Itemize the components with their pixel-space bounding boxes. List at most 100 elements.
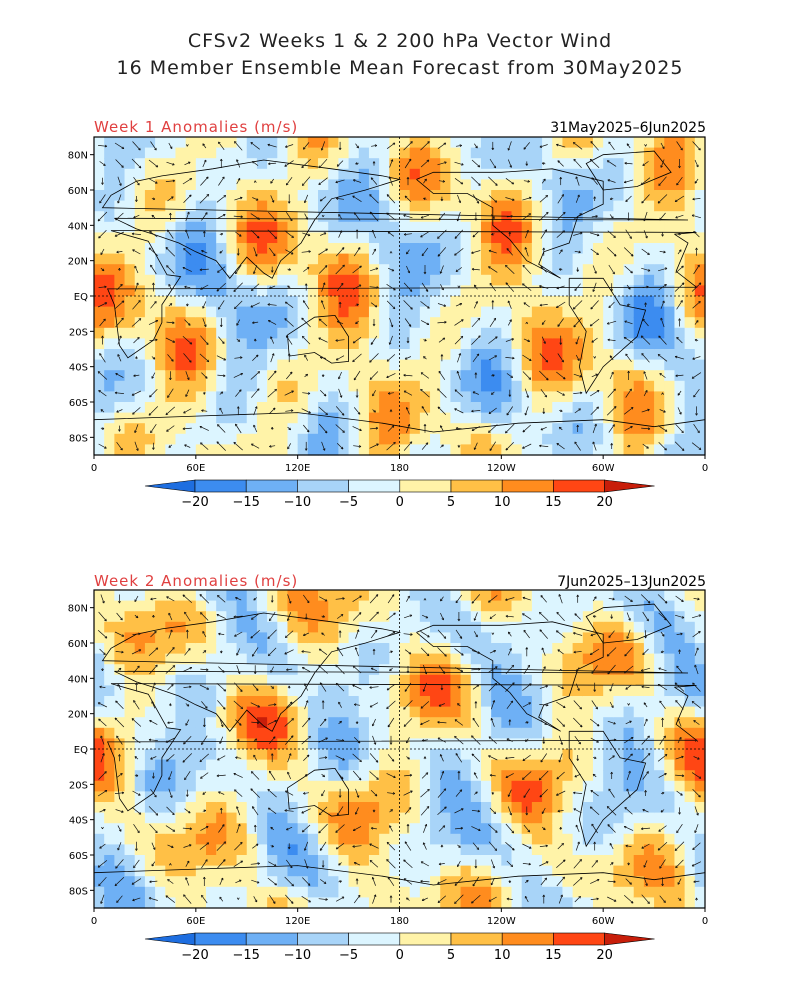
anomaly-cell — [399, 221, 411, 233]
wind-vector — [590, 248, 599, 255]
anomaly-cell — [501, 200, 513, 212]
anomaly-cell — [297, 643, 309, 655]
anomaly-cell — [124, 611, 136, 623]
anomaly-cell — [104, 285, 115, 297]
anomaly-cell — [562, 391, 574, 403]
anomaly-cell — [562, 600, 574, 612]
anomaly-cell — [348, 833, 360, 845]
anomaly-cell — [114, 296, 126, 308]
anomaly-cell — [542, 823, 553, 835]
anomaly-cell — [450, 674, 462, 686]
anomaly-cell — [511, 232, 523, 244]
anomaly-cell — [511, 391, 523, 403]
anomaly-cell — [603, 897, 614, 909]
anomaly-cell — [338, 738, 350, 750]
anomaly-cell — [674, 621, 686, 633]
anomaly-cell — [348, 359, 360, 371]
anomaly-cell — [389, 833, 401, 845]
anomaly-cell — [582, 696, 594, 708]
anomaly-cell — [674, 380, 686, 392]
anomaly-cell — [358, 823, 370, 835]
anomaly-cell — [592, 590, 604, 602]
wind-vector-head — [285, 145, 288, 148]
anomaly-cell — [592, 253, 604, 265]
anomaly-cell — [531, 317, 543, 329]
anomaly-cell — [582, 264, 594, 276]
wind-vector — [592, 282, 597, 292]
anomaly-cell — [185, 211, 197, 223]
wind-vector-head — [522, 446, 525, 449]
wind-vector-head — [613, 253, 617, 257]
anomaly-cell — [542, 433, 553, 445]
anomaly-cell — [552, 296, 564, 308]
anomaly-cell — [450, 759, 462, 771]
wind-vector-head — [495, 336, 498, 339]
anomaly-cell — [134, 359, 146, 371]
anomaly-cell — [348, 285, 360, 297]
wind-vector-head — [438, 370, 442, 374]
anomaly-cell — [226, 285, 238, 297]
anomaly-cell — [664, 674, 676, 686]
anomaly-cell — [256, 791, 268, 803]
anomaly-cell — [114, 696, 126, 708]
wind-vector-head — [494, 200, 498, 203]
wind-vector-head — [322, 448, 326, 451]
wind-vector — [182, 427, 192, 430]
anomaly-cell — [399, 727, 411, 739]
anomaly-cell — [399, 285, 411, 297]
anomaly-cell — [501, 844, 513, 856]
anomaly-cell — [368, 844, 380, 856]
anomaly-cell — [582, 685, 594, 697]
anomaly-cell — [592, 380, 604, 392]
anomaly-cell — [348, 621, 360, 633]
anomaly-cell — [684, 802, 696, 814]
anomaly-cell — [531, 423, 543, 435]
wind-vector — [524, 230, 529, 239]
anomaly-cell — [440, 855, 452, 867]
anomaly-cell — [155, 590, 166, 602]
anomaly-cell — [399, 706, 411, 718]
anomaly-cell — [256, 370, 268, 382]
anomaly-cell — [633, 812, 645, 824]
anomaly-cell — [236, 600, 248, 612]
anomaly-cell — [470, 674, 482, 686]
anomaly-cell — [684, 232, 696, 244]
anomaly-cell — [277, 296, 289, 308]
anomaly-cell — [195, 274, 207, 286]
anomaly-cell — [287, 359, 299, 371]
anomaly-cell — [603, 349, 614, 361]
anomaly-cell — [94, 727, 105, 739]
anomaly-cell — [195, 158, 207, 170]
anomaly-cell — [236, 674, 248, 686]
anomaly-cell — [643, 211, 655, 223]
wind-vectors — [97, 594, 702, 904]
anomaly-cell — [267, 897, 278, 909]
wind-vector-head — [138, 165, 142, 169]
wind-vector — [268, 162, 277, 165]
wind-vector-head — [165, 247, 169, 250]
anomaly-cell — [430, 211, 441, 223]
anomaly-cell — [399, 349, 411, 361]
anomaly-cell — [664, 179, 676, 191]
anomaly-cell — [531, 296, 543, 308]
anomaly-cell — [94, 168, 105, 180]
anomaly-cell — [256, 200, 268, 212]
anomaly-cell — [236, 190, 248, 202]
anomaly-cell — [694, 812, 706, 824]
anomaly-cell — [114, 664, 126, 676]
anomaly-cell — [175, 833, 187, 845]
wind-vector — [369, 267, 379, 272]
anomaly-cell — [511, 844, 523, 856]
wind-vector — [167, 354, 174, 362]
anomaly-cell — [430, 391, 441, 403]
anomaly-cell — [267, 147, 278, 159]
anomaly-cell — [175, 423, 187, 435]
anomaly-cell — [277, 359, 289, 371]
wind-vector — [250, 371, 260, 380]
anomaly-cell — [572, 380, 584, 392]
anomaly-cell — [328, 823, 339, 835]
anomaly-cell — [511, 380, 523, 392]
anomaly-cell — [603, 780, 614, 792]
anomaly-cell — [104, 359, 115, 371]
anomaly-cell — [206, 759, 217, 771]
